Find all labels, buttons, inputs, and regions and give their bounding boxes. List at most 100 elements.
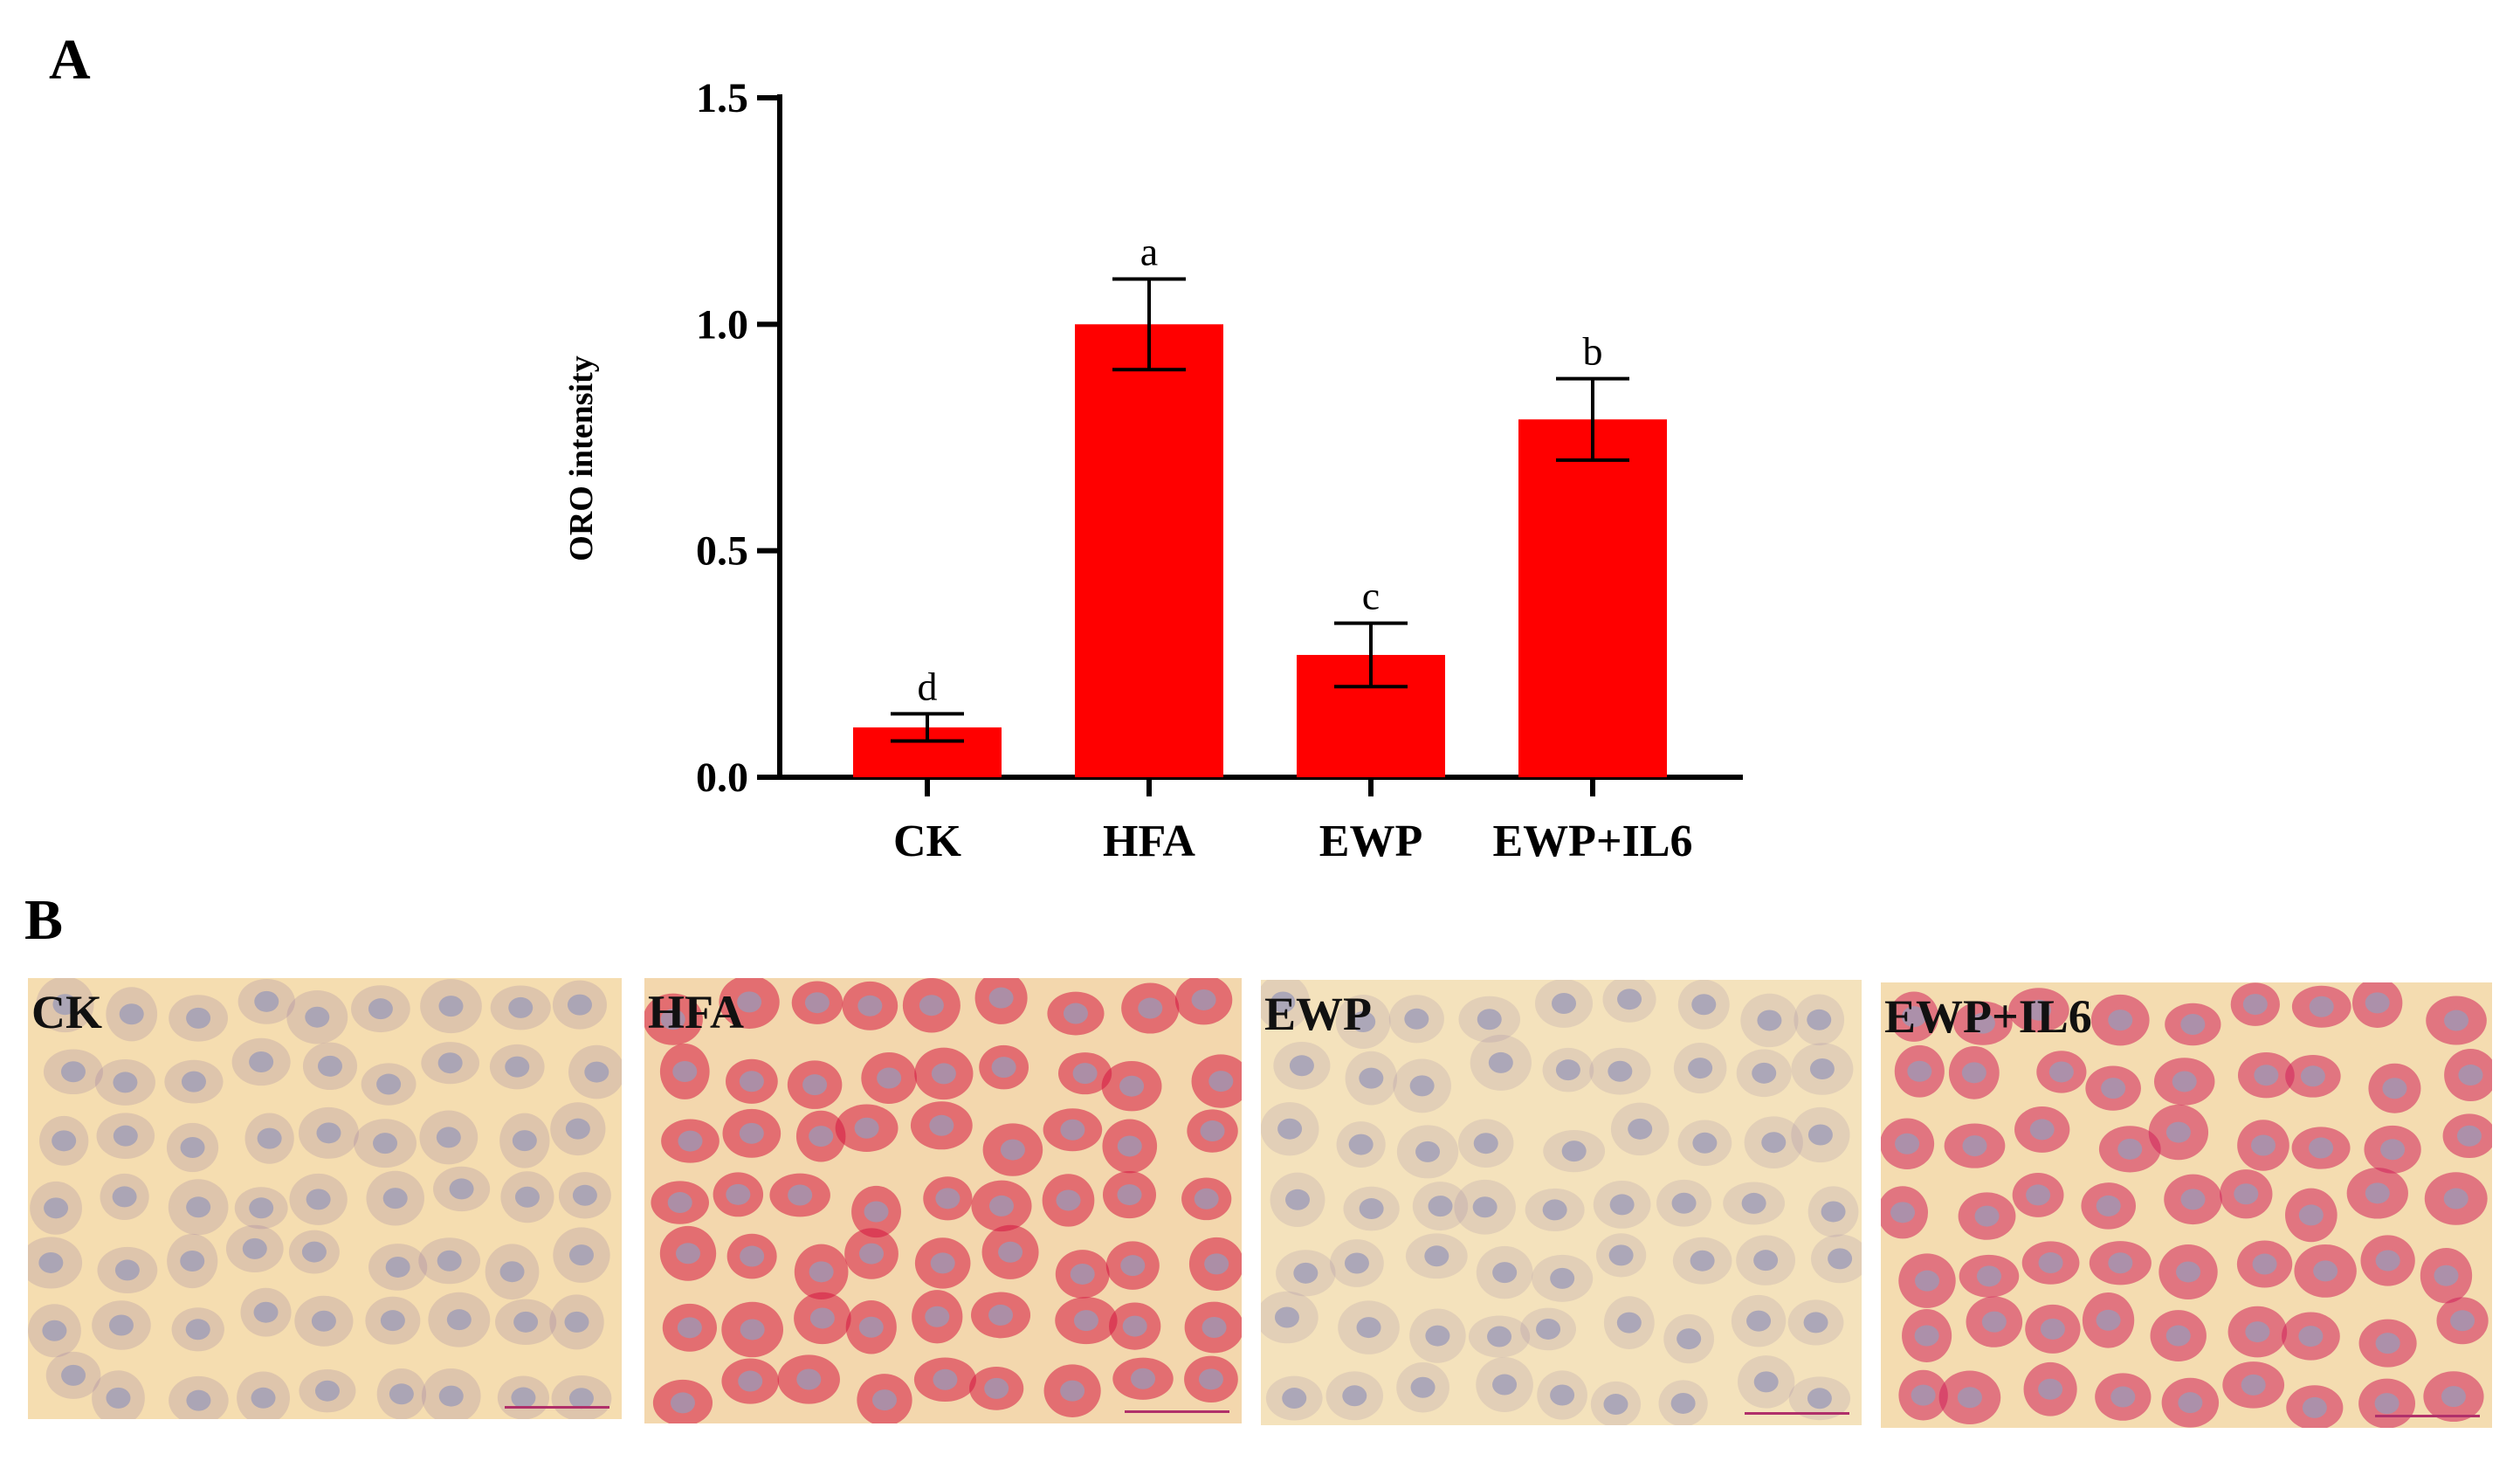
cell-nucleus	[930, 1252, 955, 1274]
category-label: CK	[893, 817, 962, 866]
cell-nucleus	[2309, 996, 2334, 1017]
significance-letter: d	[918, 664, 938, 708]
cell-nucleus	[1131, 1368, 1156, 1389]
cell-nucleus	[1536, 1318, 1561, 1340]
cell-nucleus	[1285, 1189, 1311, 1210]
cell-nucleus	[1359, 1198, 1384, 1220]
cell-nucleus	[316, 1122, 341, 1144]
cell-nucleus	[436, 1127, 461, 1148]
cell-nucleus	[864, 1201, 889, 1223]
cell-nucleus	[740, 1245, 765, 1267]
cell-nucleus	[1901, 1006, 1926, 1028]
cell-nucleus	[1688, 1058, 1713, 1079]
cell-nucleus	[1138, 997, 1163, 1019]
cell-nucleus	[1671, 1192, 1697, 1214]
cell-nucleus	[933, 1368, 958, 1390]
cell-nucleus	[2443, 1188, 2468, 1210]
cell-nucleus	[1063, 1003, 1088, 1024]
cell-nucleus	[1060, 1119, 1085, 1141]
cell-nucleus	[1415, 1141, 1441, 1162]
micrograph-panel: HFA	[644, 978, 1242, 1423]
cell-nucleus	[2441, 1386, 2466, 1408]
cell-nucleus	[1915, 1270, 1940, 1292]
cell-nucleus	[1270, 991, 1296, 1013]
cell-nucleus	[1073, 1310, 1098, 1332]
y-tick-label: 0.5	[696, 528, 748, 575]
cell-nucleus	[52, 994, 78, 1016]
cell-nucleus	[739, 1071, 764, 1092]
cell-nucleus	[2234, 1183, 2259, 1205]
cell-nucleus	[437, 1250, 462, 1272]
cell-nucleus	[1803, 1312, 1828, 1334]
cell-nucleus	[567, 994, 592, 1016]
micrograph-texture	[1261, 980, 1862, 1425]
cell-nucleus	[449, 1178, 474, 1200]
cell-nucleus	[508, 996, 534, 1018]
cell-nucleus	[2178, 1392, 2203, 1414]
cell-nucleus	[670, 1392, 695, 1414]
cell-nucleus	[2108, 1010, 2133, 1031]
cell-nucleus	[373, 1133, 398, 1154]
cell-nucleus	[1809, 1058, 1835, 1079]
cell-nucleus	[802, 1074, 828, 1096]
cell-nucleus	[2450, 1310, 2475, 1332]
cell-nucleus	[929, 1114, 954, 1136]
cell-nucleus	[859, 1243, 885, 1265]
cell-nucleus	[1628, 1118, 1653, 1140]
cell-nucleus	[1907, 1060, 1932, 1082]
micrograph-texture	[1881, 982, 2492, 1428]
cell-nucleus	[1616, 1312, 1642, 1334]
cell-nucleus	[1555, 1059, 1580, 1081]
cell-nucleus	[737, 991, 762, 1013]
cell-nucleus	[1472, 1196, 1498, 1218]
cell-nucleus	[2254, 1065, 2279, 1086]
cell-nucleus	[1122, 1315, 1147, 1337]
micrograph-panel: EWP	[1261, 980, 1862, 1425]
cell-nucleus	[1753, 1371, 1779, 1393]
cell-nucleus	[257, 1127, 282, 1149]
cell-nucleus	[1120, 1255, 1146, 1277]
cell-nucleus	[180, 1251, 205, 1272]
category-label: EWP+IL6	[1493, 817, 1693, 866]
cell-nucleus	[380, 1310, 405, 1332]
cell-nucleus	[1550, 1384, 1575, 1406]
cell-nucleus	[108, 1314, 134, 1336]
cell-nucleus	[2108, 1252, 2133, 1274]
micrograph-label: CK	[31, 986, 102, 1038]
cell-nucleus	[1974, 1205, 2000, 1227]
cell-nucleus	[1552, 992, 1577, 1014]
cell-nucleus	[809, 1307, 835, 1329]
cell-nucleus	[1962, 1135, 1987, 1157]
cell-nucleus	[389, 1383, 414, 1405]
cell-nucleus	[1670, 1392, 1696, 1414]
cell-nucleus	[2300, 1065, 2325, 1087]
cell-nucleus	[1282, 1388, 1307, 1409]
cell-nucleus	[788, 1184, 813, 1206]
cell-nucleus	[180, 1136, 205, 1158]
cell-nucleus	[1409, 1075, 1435, 1097]
cell-nucleus	[2252, 1253, 2277, 1275]
cell-nucleus	[1277, 1118, 1303, 1140]
cell-nucleus	[446, 1309, 472, 1331]
cell-nucleus	[1961, 1062, 1986, 1084]
cell-nucleus	[919, 995, 944, 1017]
panel-b-label: B	[24, 888, 63, 952]
cell-nucleus	[935, 1188, 960, 1210]
cell-nucleus	[438, 996, 464, 1017]
cell-nucleus	[931, 1063, 956, 1085]
cell-nucleus	[317, 1055, 342, 1077]
cell-nucleus	[1492, 1262, 1518, 1284]
cell-nucleus	[60, 1061, 86, 1083]
cell-nucleus	[1821, 1201, 1846, 1223]
cell-nucleus	[513, 1311, 539, 1333]
cell-nucleus	[1198, 1368, 1223, 1390]
cell-nucleus	[1477, 1009, 1502, 1030]
cell-nucleus	[512, 1130, 537, 1152]
cell-nucleus	[2038, 1252, 2063, 1274]
cell-nucleus	[998, 1241, 1023, 1263]
cell-nucleus	[1194, 1188, 1219, 1210]
cell-nucleus	[2110, 1386, 2136, 1408]
cell-nucleus	[1746, 1310, 1772, 1332]
cell-nucleus	[1274, 1306, 1299, 1328]
cell-nucleus	[1608, 1060, 1633, 1082]
